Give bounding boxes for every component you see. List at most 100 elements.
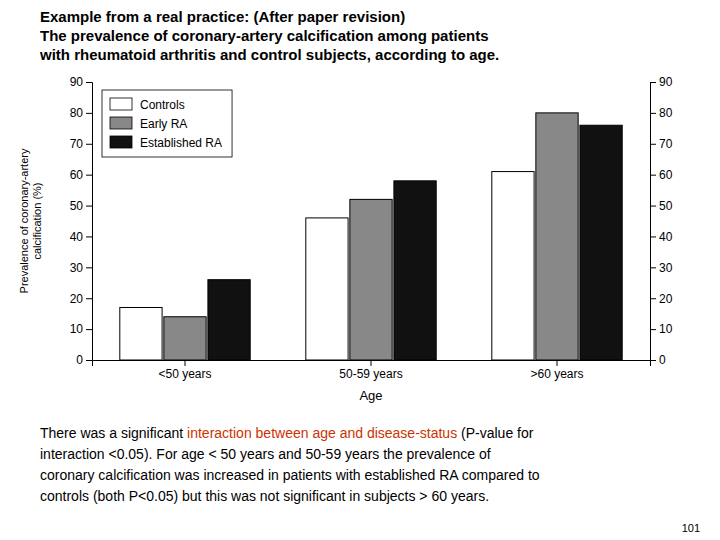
tick-mark — [185, 360, 186, 366]
tick-mark — [650, 298, 656, 299]
bar — [208, 280, 250, 360]
bar-series — [208, 125, 622, 360]
tick: 50-59 years — [339, 360, 402, 381]
tick-mark — [86, 236, 92, 237]
y2-axis: 0 10 20 30 40 50 60 70 80 90 — [650, 75, 673, 367]
tick-mark — [86, 175, 92, 176]
annotation: There was a significant interaction betw… — [40, 425, 534, 441]
tick-label: 90 — [659, 75, 673, 89]
legend-frame — [102, 90, 232, 157]
tick: 0 — [650, 353, 666, 367]
tick-label: 0 — [659, 353, 666, 367]
tick-mark — [650, 267, 656, 268]
legend-swatch — [110, 136, 132, 148]
plot: <50 years 50-59 years >60 years 0 10 20 30 40 50… — [18, 75, 673, 403]
tick-label: 20 — [70, 292, 84, 306]
tick: 80 — [650, 106, 673, 120]
legend-swatch — [110, 117, 132, 129]
legend-item: Established RA — [110, 136, 222, 150]
tick-label: 30 — [70, 261, 84, 275]
annotation: controls (both P<0.05) but this was not … — [40, 488, 489, 504]
tick-label: 70 — [659, 137, 673, 151]
tick-mark — [650, 206, 656, 207]
y-axis-title-line: Prevalence of coronary-artery — [18, 148, 30, 293]
tick: 50 — [70, 199, 92, 213]
legend-swatch — [110, 98, 132, 110]
tick-mark — [650, 329, 656, 330]
annotation-segment: There was a significant — [40, 425, 187, 441]
tick: 70 — [650, 137, 673, 151]
tick-label: <50 years — [158, 367, 211, 381]
tick: 60 — [650, 168, 673, 182]
tick-label: 20 — [659, 292, 673, 306]
tick-mark — [86, 206, 92, 207]
annotation-segment: controls (both P<0.05) but this was not … — [40, 488, 489, 504]
tick-label: 50 — [659, 199, 673, 213]
tick-label: 90 — [70, 75, 84, 89]
tick-mark — [557, 360, 558, 366]
tick-label: 10 — [70, 322, 84, 336]
tick-mark — [650, 360, 656, 361]
tick-mark — [86, 267, 92, 268]
tick-mark — [650, 82, 656, 83]
page-number: 101 — [682, 522, 700, 534]
title-line: with rheumatoid arthritis and control su… — [39, 46, 499, 63]
legend-item: Early RA — [110, 117, 187, 131]
tick: 30 — [70, 261, 92, 275]
annotation: coronary calcification was increased in … — [40, 467, 540, 483]
tick-label: 40 — [659, 230, 673, 244]
tick: 20 — [650, 292, 673, 306]
tick-mark — [650, 144, 656, 145]
tick-mark — [86, 360, 92, 361]
bar — [580, 125, 622, 360]
tick: 0 — [76, 353, 92, 367]
tick-label: 30 — [659, 261, 673, 275]
bar — [306, 218, 348, 360]
bar — [350, 199, 392, 360]
y-axis-title-line: calcification (%) — [31, 182, 43, 259]
tick: 60 — [70, 168, 92, 182]
annotation-segment: (P-value for — [457, 425, 534, 441]
bar-series — [120, 172, 534, 360]
legend-label: Controls — [140, 98, 185, 112]
annotation-segment: interaction <0.05). For age < 50 years a… — [40, 446, 491, 462]
tick-mark — [86, 113, 92, 114]
tick-label: 40 — [70, 230, 84, 244]
legend-item: Controls — [110, 98, 185, 112]
annotation-segment: coronary calcification was increased in … — [40, 467, 540, 483]
tick-mark — [650, 236, 656, 237]
tick: 20 — [70, 292, 92, 306]
tick-mark — [650, 113, 656, 114]
tick-label: 50 — [70, 199, 84, 213]
bar — [394, 181, 436, 360]
tick: >60 years — [530, 360, 583, 381]
annotation: interaction <0.05). For age < 50 years a… — [40, 446, 491, 462]
x-axis-title: Age — [359, 388, 382, 403]
tick-mark — [650, 175, 656, 176]
tick: <50 years — [158, 360, 211, 381]
axis-line — [86, 83, 93, 361]
bar — [120, 307, 162, 360]
tick: 90 — [650, 75, 673, 89]
chart: Example from a real practice: (After pap… — [0, 0, 720, 540]
tick-mark — [86, 298, 92, 299]
title-line: Example from a real practice: (After pap… — [40, 8, 405, 25]
tick: 90 — [70, 75, 92, 89]
tick: 40 — [650, 230, 673, 244]
tick-label: 60 — [70, 168, 84, 182]
axis-line — [651, 83, 657, 361]
y-axis-title: Prevalence of coronary-arterycalcificati… — [18, 148, 43, 293]
tick-label: >60 years — [530, 367, 583, 381]
tick-label: 10 — [659, 322, 673, 336]
y-axis: 0102030405060708090 — [70, 75, 93, 367]
bar — [164, 317, 206, 360]
tick: 70 — [70, 137, 92, 151]
tick-mark — [86, 144, 92, 145]
tick-label: 0 — [76, 353, 83, 367]
x-axis: <50 years 50-59 years >60 years — [93, 360, 651, 381]
tick-mark — [371, 360, 372, 366]
legend-label: Early RA — [140, 117, 187, 131]
tick-mark — [86, 329, 92, 330]
tick: 30 — [650, 261, 673, 275]
title-line: The prevalence of coronary-artery calcif… — [40, 27, 488, 44]
